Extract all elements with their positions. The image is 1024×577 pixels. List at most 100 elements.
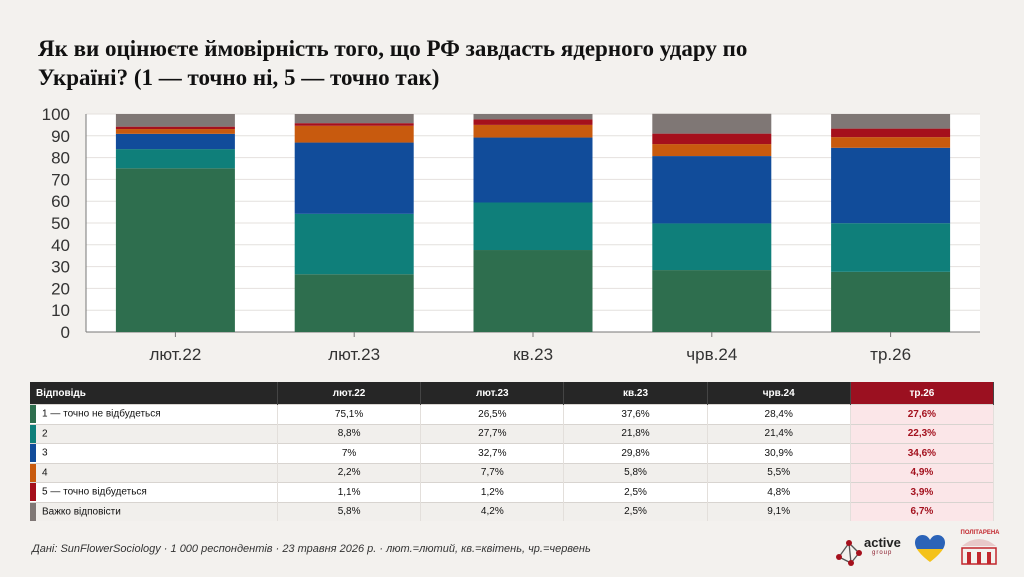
x-tick-label: лют.22 [149, 345, 201, 364]
x-tick-label: лют.23 [328, 345, 380, 364]
value-cell: 27,7% [420, 423, 565, 444]
legend-swatch [30, 502, 36, 521]
table-header-cell: чрв.24 [707, 382, 851, 405]
bar-segment [115, 168, 235, 332]
row-label-cell: Важко відповісти [30, 501, 278, 521]
row-label: 4 [42, 467, 48, 479]
bar-segment [294, 123, 414, 126]
bar-segment [652, 156, 772, 224]
legend-swatch [30, 424, 36, 443]
y-tick-label: 90 [51, 127, 70, 146]
x-tick-label: кв.23 [513, 345, 553, 364]
table-row: 5 — точно відбудеться 1,1% 1,2% 2,5% 4,8% 3,9… [30, 482, 995, 502]
value-cell: 21,8% [563, 423, 708, 444]
row-label: Важко відповісти [42, 506, 121, 518]
table-row: 4 2,2% 7,7% 5,8% 5,5% 4,9% [30, 462, 995, 483]
y-tick-label: 80 [51, 149, 70, 168]
bar-segment [473, 124, 593, 138]
bar-segment [652, 270, 772, 332]
y-tick-label: 60 [51, 192, 70, 211]
bar-segment [115, 126, 235, 130]
politarena-logo-text: ПОЛІТАРЕНА [960, 530, 1000, 536]
value-cell: 4,2% [420, 501, 565, 521]
bar-segment [294, 142, 414, 214]
legend-swatch [30, 483, 36, 502]
bar-segment [831, 128, 951, 138]
bar-segment [473, 119, 593, 125]
value-cell: 27,6% [850, 404, 995, 424]
value-cell: 21,4% [707, 423, 851, 444]
bar-segment [831, 271, 951, 332]
bar-segment [831, 223, 951, 272]
table-row: 1 — точно не відбудеться 75,1% 26,5% 37,6% 2… [30, 404, 995, 424]
value-cell: 8,8% [277, 423, 422, 444]
y-tick-label: 50 [51, 214, 70, 233]
active-logo-subtext: group [872, 550, 893, 556]
source-footnote: Дані: SunFlowerSociology · 1 000 респонд… [32, 543, 591, 555]
value-cell: 4,8% [707, 482, 851, 502]
table-header-cell: лют.22 [277, 382, 422, 405]
table-header-row: Відповідь лют.22 лют.23 кв.23 чрв.24 тр.… [30, 382, 995, 405]
bar-segment [294, 125, 414, 143]
bar-segment [473, 114, 593, 120]
x-tick-label: чрв.24 [686, 345, 737, 364]
x-tick-label: тр.26 [870, 345, 911, 364]
legend-swatch [30, 463, 36, 482]
value-cell: 26,5% [420, 404, 565, 424]
y-tick-label: 20 [51, 279, 70, 298]
table-header-cell: кв.23 [563, 382, 708, 405]
row-label-cell: 4 [30, 462, 278, 483]
value-cell: 3,9% [850, 482, 995, 502]
value-cell: 5,5% [707, 462, 851, 483]
row-label: 5 — точно відбудеться [42, 486, 147, 498]
y-tick-label: 40 [51, 236, 70, 255]
value-cell: 32,7% [420, 443, 565, 463]
table-row: 3 7% 32,7% 29,8% 30,9% 34,6% [30, 443, 995, 463]
y-tick-label: 70 [51, 170, 70, 189]
table-header-cell: лют.23 [420, 382, 565, 405]
value-cell: 2,5% [563, 482, 708, 502]
value-cell: 7,7% [420, 462, 565, 483]
value-cell: 7% [277, 443, 422, 463]
table-header-cell: Відповідь [30, 382, 278, 405]
bar-segment [294, 213, 414, 275]
value-cell: 29,8% [563, 443, 708, 463]
row-label: 2 [42, 428, 48, 440]
active-group-logo-icon [836, 540, 862, 566]
table-row: Важко відповісти 5,8% 4,2% 2,5% 9,1% 6,7% [30, 501, 995, 521]
bar-segment [473, 137, 593, 203]
value-cell: 37,6% [563, 404, 708, 424]
row-label: 1 — точно не відбудеться [42, 408, 161, 420]
row-label-cell: 1 — точно не відбудеться [30, 404, 278, 424]
bar-segment [473, 250, 593, 332]
ukraine-heart-icon [915, 535, 945, 562]
value-cell: 2,2% [277, 462, 422, 483]
bar-segment [652, 113, 772, 134]
row-label-cell: 5 — точно відбудеться [30, 482, 278, 502]
bar-segment [652, 144, 772, 157]
value-cell: 9,1% [707, 501, 851, 521]
y-tick-label: 100 [42, 105, 70, 124]
stacked-bar-chart: 0 10 20 30 40 50 60 70 80 90 100 лют.22 лют.23 кв.23 ч… [42, 105, 980, 364]
bar-segment [115, 149, 235, 169]
bar-segment [115, 129, 235, 134]
bar-segment [831, 147, 951, 224]
value-cell: 30,9% [707, 443, 851, 463]
bar-segment [831, 137, 951, 148]
active-logo-text: active [864, 535, 901, 550]
value-cell: 1,2% [420, 482, 565, 502]
table-row: 2 8,8% 27,7% 21,8% 21,4% 22,3% [30, 423, 995, 444]
value-cell: 28,4% [707, 404, 851, 424]
bar-segment [294, 274, 414, 332]
y-tick-label: 10 [51, 301, 70, 320]
value-cell: 2,5% [563, 501, 708, 521]
data-table: Відповідь лют.22 лют.23 кв.23 чрв.24 тр.… [30, 382, 995, 521]
value-cell: 5,8% [277, 501, 422, 521]
value-cell: 5,8% [563, 462, 708, 483]
row-label-cell: 3 [30, 443, 278, 463]
table-header-cell-highlight: тр.26 [850, 382, 995, 405]
row-label-cell: 2 [30, 423, 278, 444]
bar-segment [115, 133, 235, 150]
value-cell: 75,1% [277, 404, 422, 424]
value-cell: 1,1% [277, 482, 422, 502]
